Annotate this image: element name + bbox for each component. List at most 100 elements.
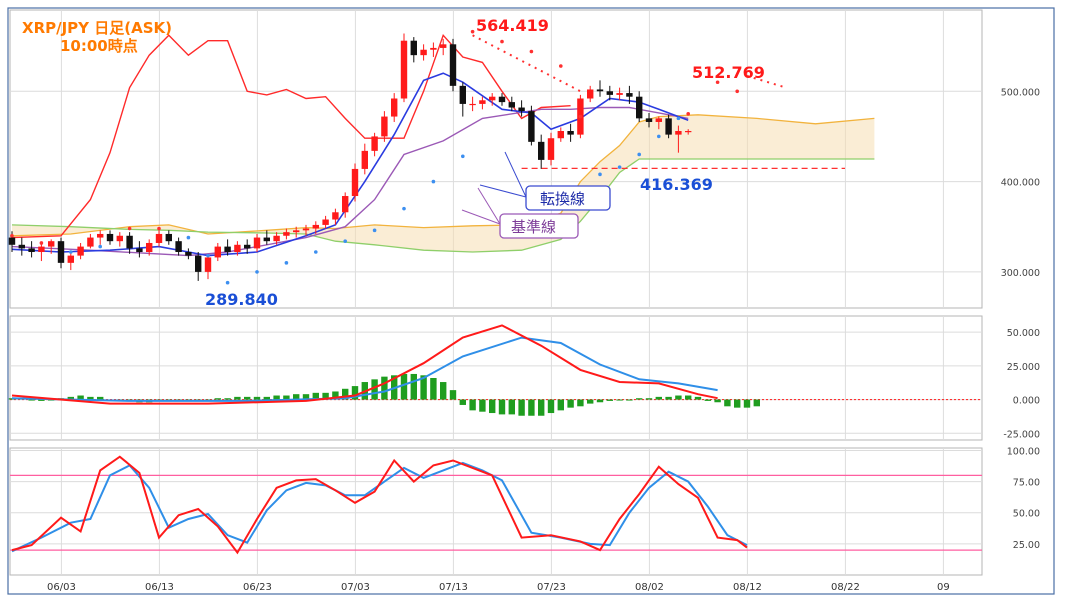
- macd-hist-bar-24: [244, 396, 251, 400]
- outer-border: [7, 7, 1055, 595]
- x-tick-9: 09: [937, 582, 950, 593]
- stoch-y-tick-1: 75.00: [1013, 478, 1040, 489]
- label-low-416: 416.369: [640, 175, 713, 194]
- candle-body-0: [8, 237, 16, 245]
- candle-body-7: [77, 246, 84, 256]
- psar-dot-15: [431, 179, 436, 184]
- candle-body-69: [685, 131, 692, 133]
- x-tick-5: 07/23: [537, 582, 566, 593]
- macd-hist-bar-58: [577, 399, 584, 407]
- candle-body-50: [498, 96, 506, 103]
- candle-body-11: [116, 235, 123, 242]
- candle-body-65: [645, 118, 653, 122]
- macd-hist-bar-8: [87, 396, 94, 400]
- candle-body-60: [596, 89, 604, 92]
- psar-dot-9: [255, 270, 259, 274]
- candle-body-28: [283, 232, 290, 236]
- price-y-tick-0: 300.000: [1001, 268, 1040, 279]
- macd-hist-bar-59: [587, 399, 594, 404]
- macd-hist-bar-54: [538, 399, 545, 416]
- candle-body-15: [155, 233, 163, 243]
- macd-hist-bar-62: [616, 399, 623, 401]
- psar-dot-27: [686, 112, 690, 116]
- macd-hist-bar-51: [508, 399, 515, 415]
- candle-body-18: [185, 252, 192, 256]
- macd-hist-bar-25: [253, 396, 261, 400]
- psar-dot-1: [39, 241, 44, 245]
- candle-body-6: [67, 255, 74, 263]
- macd-hist-bar-55: [547, 399, 555, 414]
- macd-hist-bar-66: [655, 396, 662, 400]
- psar-dot-7: [206, 253, 210, 258]
- psar-dot-0: [10, 233, 14, 238]
- candle-body-49: [489, 96, 496, 101]
- psar-dot-2: [69, 250, 73, 254]
- candle-body-38: [381, 116, 388, 137]
- candle-body-21: [214, 246, 221, 258]
- chart-subtitle: 10:00時点: [60, 37, 138, 55]
- psar-dot-25: [657, 134, 661, 139]
- macd-hist-bar-45: [449, 390, 457, 400]
- candle-body-13: [136, 248, 143, 253]
- macd-hist-bar-42: [420, 375, 427, 400]
- kijun-callout-line-2: [461, 209, 501, 225]
- senkou-span-a-line: [11, 114, 875, 237]
- psar-dot-5: [157, 226, 161, 231]
- macd-hist-bar-70: [694, 396, 702, 400]
- candle-body-59: [587, 89, 594, 99]
- panel-frame-1: [9, 315, 983, 441]
- psar-dot-12: [343, 239, 348, 243]
- kijun-callout-box: [499, 213, 579, 239]
- candle-body-42: [420, 49, 427, 56]
- macd-hist-bar-35: [351, 386, 359, 400]
- candle-body-62: [616, 93, 623, 95]
- psar-dot-26: [676, 116, 681, 121]
- candle-body-53: [528, 111, 535, 142]
- candle-body-35: [351, 168, 359, 197]
- macd-hist-bar-52: [518, 399, 525, 416]
- candle-body-8: [87, 237, 94, 247]
- macd-hist-bar-64: [636, 398, 643, 400]
- x-tick-7: 08/12: [733, 582, 762, 593]
- x-tick-1: 06/13: [145, 582, 174, 593]
- psar-dot-19: [529, 49, 534, 54]
- candle-body-25: [253, 237, 261, 249]
- stoch-y-tick-2: 50.00: [1013, 509, 1040, 520]
- candle-body-39: [391, 98, 398, 117]
- macd-hist-bar-76: [753, 399, 760, 407]
- stoch-y-tick-3: 25.00: [1013, 540, 1040, 551]
- macd-hist-bar-75: [743, 399, 751, 408]
- x-tick-6: 08/02: [635, 582, 664, 593]
- x-tick-4: 07/13: [439, 582, 468, 593]
- candle-body-4: [48, 241, 55, 247]
- kijun-callout-label: 基準線: [511, 218, 556, 236]
- tenkan-callout-label: 転換線: [540, 190, 585, 208]
- panel-frame-2: [9, 447, 983, 576]
- macd-hist-bar-69: [685, 395, 692, 400]
- psar-dot-14: [402, 206, 406, 211]
- macd-hist-bar-32: [322, 392, 329, 400]
- candle-body-54: [538, 141, 545, 160]
- macd-hist-bar-31: [312, 392, 319, 400]
- psar-dot-28: [715, 80, 720, 85]
- candle-body-2: [28, 248, 35, 253]
- x-tick-3: 07/03: [341, 582, 370, 593]
- candle-body-24: [244, 244, 251, 249]
- psar-dot-16: [461, 154, 465, 159]
- kijun-line: [11, 106, 689, 257]
- macd-hist-bar-41: [410, 373, 417, 400]
- ichimoku-cloud-fill: [12, 114, 875, 252]
- candle-body-48: [479, 100, 486, 104]
- macd-hist-bar-21: [214, 398, 221, 400]
- label-high-564: 564.419: [476, 16, 549, 35]
- candle-body-1: [18, 244, 25, 249]
- macd-hist-bar-43: [430, 378, 437, 400]
- macd-hist-bar-2: [28, 399, 35, 401]
- macd-hist-bar-48: [479, 399, 486, 412]
- candle-body-64: [636, 96, 643, 119]
- label-low-289: 289.840: [205, 290, 278, 309]
- psar-dot-29: [735, 89, 739, 94]
- macd-hist-bar-27: [273, 395, 280, 400]
- candle-body-22: [224, 246, 231, 253]
- candle-body-41: [410, 40, 417, 56]
